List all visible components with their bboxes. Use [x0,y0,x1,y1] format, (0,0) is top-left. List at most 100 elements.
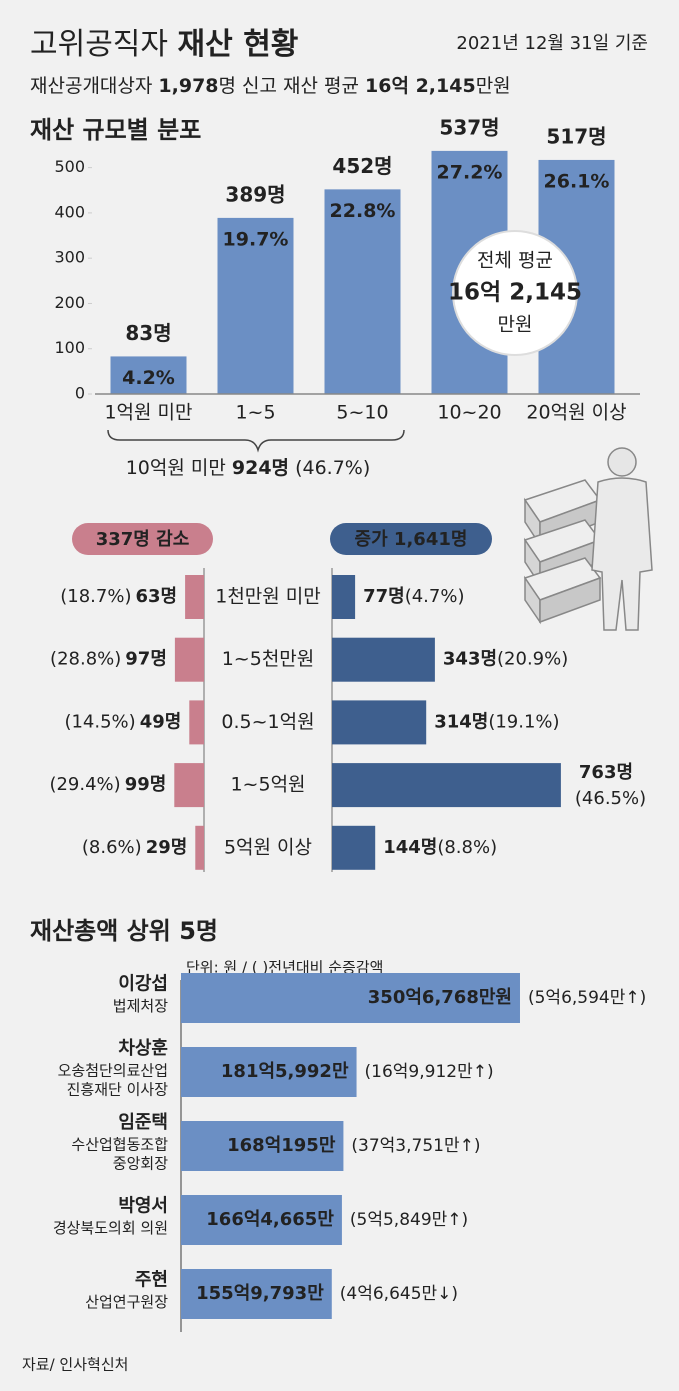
share-label: (14.5%) [64,711,135,732]
legend-label: 337명 감소 [96,529,190,550]
share-label: (4.7%) [405,586,465,607]
y-tick-label: 100 [54,338,85,357]
share-label: (8.6%) [82,837,142,858]
person-role: 수산업협동조합 [71,1136,168,1154]
count-label: 49명 [140,711,182,732]
value-label: 181억5,992만 [221,1061,349,1082]
bar [332,825,376,870]
x-tick-label: 5~10 [336,402,388,424]
annotation: 10억원 미만 924명 (46.7%) [126,457,371,479]
person-role: 경상북도의회 의원 [53,1219,168,1237]
unit-note: 단위: 원 / ( )전년대비 순증감액 [186,959,383,977]
person-name: 임준택 [118,1112,168,1133]
brace [107,429,405,453]
person-name: 주현 [135,1270,168,1291]
share-label: (20.9%) [497,649,568,670]
x-tick-label: 10~20 [437,402,501,424]
count-label: 314명 [434,711,488,732]
value-label: 168억195만 [227,1135,336,1156]
bar [181,1195,342,1245]
bar [174,637,204,682]
value-label: 77명(4.7%) [363,586,464,607]
bar [181,1269,332,1319]
value-label: (28.8%) 97명 [50,649,167,670]
change-label: (5억6,594만↑) [528,988,646,1008]
subtitle-part: 재산공개대상자 [30,75,158,97]
count-label: 63명 [135,586,177,607]
value-label: 343명(20.9%) [443,649,568,670]
value-label: 155억9,793만 [196,1283,324,1304]
illustration [523,447,653,631]
value-label: 83명 [125,321,171,345]
bar [332,700,427,745]
bar [332,575,356,619]
value-label: 517명 [546,124,606,148]
bar [332,637,435,682]
y-tick-label: 500 [54,157,85,176]
annotation-part: 10억원 미만 [126,457,232,479]
person-name: 차상훈 [118,1037,168,1059]
value-label: 144명(8.8%) [383,837,497,858]
value-label: (18.7%) 63명 [60,586,177,607]
legend-pill [330,523,492,555]
bar [181,973,520,1023]
count-label: 99명 [125,774,167,795]
value-label: 537명 [439,115,499,139]
bar [217,217,294,394]
bar [174,763,204,808]
share-label: (29.4%) [49,774,120,795]
category-label: 1천만원 미만 [215,586,321,608]
change-label: (37억3,751만↑) [351,1136,480,1156]
bar [185,575,204,619]
change-label: (16억9,912만↑) [365,1062,494,1082]
title-part: 고위공직자 [30,27,178,62]
subtitle-part: 16억 2,145 [365,75,476,97]
person-role: 오송첨단의료산업 [58,1062,168,1080]
source: 자료/ 인사혁신처 [22,1356,128,1374]
share-label: 4.2% [122,367,175,389]
count-label: 763명 [579,762,633,783]
category-label: 0.5~1억원 [221,711,314,733]
value-label: 452명 [332,154,392,178]
person-name: 박영서 [118,1196,168,1217]
share-label: (46.5%) [575,788,646,809]
bar [332,763,561,808]
share-label: 26.1% [544,170,610,192]
value-label: 314명(19.1%) [434,711,559,732]
subtitle: 재산공개대상자 1,978명 신고 재산 평균 16억 2,145만원 [30,75,511,97]
category-label: 1~5천만원 [222,648,315,670]
value-label: 350억6,768만원 [368,987,512,1008]
legend-label: 증가 1,641명 [355,529,468,550]
share-label: 19.7% [223,228,289,250]
share-label: (19.1%) [488,711,559,732]
x-tick-label: 20억원 이상 [526,402,626,424]
y-tick-label: 400 [54,202,85,221]
person-role: 산업연구원장 [85,1293,168,1311]
chart-title: 재산총액 상위 5명 [30,917,218,945]
change-label: (5억5,849만↑) [350,1210,468,1230]
bar [181,1047,357,1097]
count-label: 144명 [383,837,437,858]
person-role: 진흥재단 이사장 [67,1081,169,1099]
subtitle-part: 1,978 [158,75,218,97]
chart-title: 재산 규모별 분포 [30,116,201,144]
x-tick-label: 1~5 [235,402,275,424]
category-label: 1~5억원 [230,774,305,796]
share-label: (28.8%) [50,649,121,670]
person-role: 법제처장 [113,997,168,1015]
change-label: (4억6,645만↓) [340,1284,458,1304]
legend-pill [72,523,213,555]
bar [181,1121,344,1171]
callout-line: 전체 평균 [477,250,553,272]
share-label: (18.7%) [60,586,131,607]
bar [324,189,401,394]
value-label: 389명 [225,182,285,206]
subtitle-part: 만원 [476,75,511,97]
person-name: 이강섭 [118,974,168,995]
y-tick-label: 200 [54,293,85,312]
y-tick-label: 300 [54,248,85,267]
share-label: 22.8% [330,200,396,222]
subtitle-part: 명 신고 재산 평균 [219,75,366,97]
value-label: (29.4%) 99명 [49,774,166,795]
